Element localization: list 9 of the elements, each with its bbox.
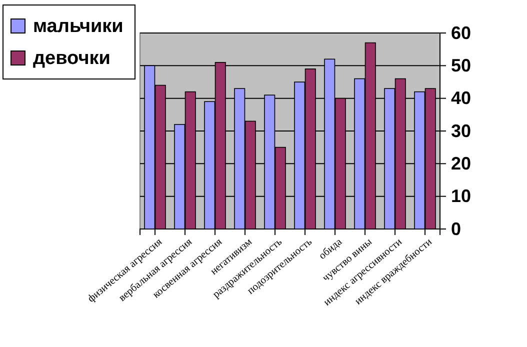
y-tick-label: 30	[451, 120, 472, 141]
y-tick-label: 10	[451, 186, 472, 206]
legend-label: девочки	[33, 48, 110, 69]
legend-label: мальчики	[33, 16, 124, 37]
y-tick-label: 60	[451, 22, 472, 43]
y-tick-label: 20	[451, 153, 472, 174]
y-tick-label: 0	[451, 218, 462, 239]
y-tick-label: 40	[451, 88, 472, 108]
y-tick-label: 50	[451, 55, 472, 76]
